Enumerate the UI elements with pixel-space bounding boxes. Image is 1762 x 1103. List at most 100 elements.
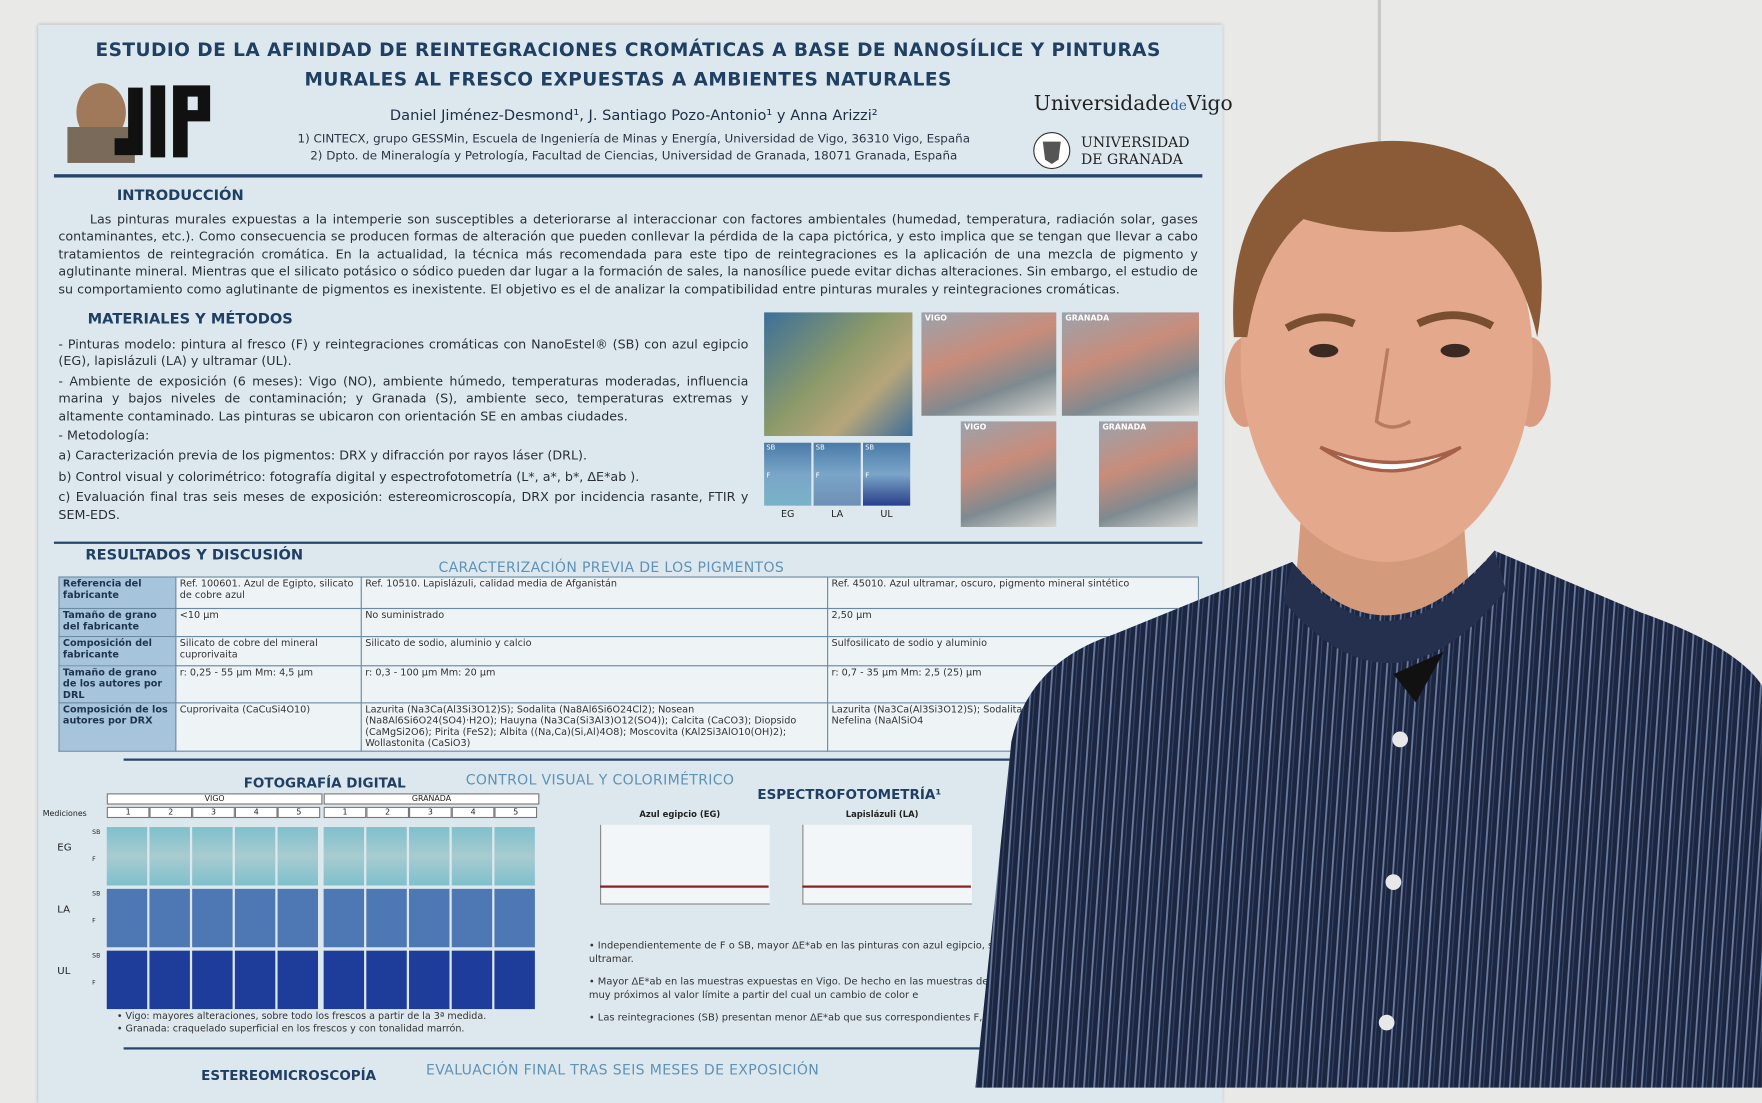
grid-photo xyxy=(106,827,148,886)
row-code: F xyxy=(92,979,96,987)
note-text: Independientemente de F o SB, mayor ΔE*a… xyxy=(588,940,1009,965)
grid-photo xyxy=(494,827,535,886)
grid-photo xyxy=(234,827,276,886)
divider xyxy=(123,758,1079,761)
subheading: ESTEREOMICROSCOPÍA xyxy=(201,1067,377,1084)
logo-text: Universidade xyxy=(1033,92,1171,116)
row-code: F xyxy=(92,918,96,925)
sample-code: F xyxy=(865,471,870,480)
grid-photo xyxy=(149,827,190,886)
grid-column: 3 xyxy=(409,806,452,819)
section-heading: INTRODUCCIÓN xyxy=(116,187,244,205)
grid-column: 2 xyxy=(366,806,410,819)
divider xyxy=(53,174,1203,178)
city-label: GRANADA xyxy=(1102,422,1147,432)
logo-text: DE GRANADA xyxy=(1080,150,1183,168)
logo-text: de xyxy=(1170,97,1187,114)
table-cell: r: 0,3 - 100 µm Mm: 20 µm xyxy=(360,665,829,704)
grid-column: 1 xyxy=(323,806,367,819)
row-label: UL xyxy=(57,966,71,978)
note: • Las reintegraciones (SB) presentan men… xyxy=(588,1012,983,1024)
photo-grid: Mediciones VIGO 1 2 3 4 5 GRANADA 1 2 3 4 5 EG SB F LA SB… xyxy=(43,793,549,1018)
method-item: c) Evaluación final tras seis meses de e… xyxy=(58,490,749,523)
note-text: Las reintegraciones (SB) presentan menor… xyxy=(597,1012,983,1024)
site-photos: VIGO GRANADA VIGO GRANADA SB F EG SB F LA SB F UL xyxy=(764,312,1202,531)
sample-code: F xyxy=(815,471,820,480)
grid-photo xyxy=(234,950,276,1010)
table-cell: Silicato de sodio, aluminio y calcio xyxy=(360,636,829,667)
grid-column: 4 xyxy=(451,806,495,819)
title-line: ESTUDIO DE LA AFINIDAD DE REINTEGRACIONE… xyxy=(95,39,1161,61)
method-item: b) Control visual y colorimétrico: fotog… xyxy=(58,469,640,485)
section-heading: MATERIALES Y MÉTODOS xyxy=(87,311,293,329)
section-heading: RESULTADOS Y DISCUSIÓN xyxy=(85,547,304,565)
grid-photo xyxy=(366,888,407,948)
grid-photo xyxy=(277,950,319,1010)
sample-code: F xyxy=(766,471,771,480)
grid-photo xyxy=(323,827,365,886)
grid-photo xyxy=(494,950,535,1010)
sample-code: SB xyxy=(815,443,825,452)
grid-photo xyxy=(234,888,276,948)
spectro-notes: • Independientemente de F o SB, mayor ΔE… xyxy=(589,941,1027,1026)
grid-photo xyxy=(323,888,365,948)
grid-photo xyxy=(323,950,365,1010)
grid-photo xyxy=(192,888,233,948)
grid-label: Mediciones xyxy=(42,809,87,819)
city-label: GRANADA xyxy=(1065,313,1110,323)
grid-photo xyxy=(451,827,493,886)
photo-notes: • Vigo: mayores alteraciones, sobre todo… xyxy=(117,1011,486,1036)
logo-text: UNIVERSIDAD xyxy=(1080,133,1190,151)
limit-line xyxy=(802,885,971,888)
method-item: - Pinturas modelo: pintura al fresco (F)… xyxy=(58,337,749,370)
map-photo xyxy=(764,312,913,436)
grid-column: 2 xyxy=(149,806,193,819)
table-cell: Cuprorivaita (CaCuSi4O10) xyxy=(175,702,362,752)
grid-city: GRANADA xyxy=(323,793,540,805)
grid-column: 5 xyxy=(494,806,538,819)
subheading: CONTROL VISUAL Y COLORIMÉTRICO xyxy=(465,770,735,788)
note: • Vigo: mayores alteraciones, sobre todo… xyxy=(116,1011,487,1023)
sample-photo: SB F xyxy=(764,442,812,506)
sample-label: EG xyxy=(780,509,795,521)
grid-column: 4 xyxy=(234,806,278,819)
table-cell: Composición del fabricante xyxy=(58,636,177,667)
limit-line xyxy=(600,885,769,888)
grid-photo xyxy=(409,827,450,886)
paragraph: Las pinturas murales expuestas a la inte… xyxy=(58,212,1198,297)
divider xyxy=(123,1047,1079,1050)
table-cell: Tamaño de grano de los autores por DRL xyxy=(58,665,177,704)
table-row: Tamaño de grano del fabricante <10 µm No s… xyxy=(58,607,1199,638)
grid-photo xyxy=(494,888,535,948)
sample-photo: SB F xyxy=(813,442,861,506)
chart-title: Azul egipcio (EG) xyxy=(639,809,721,820)
table-row: Referencia del fabricante Ref. 100601. Az… xyxy=(58,576,1199,610)
chart-title: Lapislázuli (LA) xyxy=(845,809,919,820)
table-cell: Lazurita (Na3Ca(Al3Si3O12)S); Sodalita (… xyxy=(360,702,829,752)
sample-code: SB xyxy=(865,443,875,452)
table-cell: <10 µm xyxy=(175,607,362,638)
grid-photo xyxy=(409,950,450,1010)
chart-frame xyxy=(600,824,770,905)
note-text: Granada: craquelado superficial en los f… xyxy=(125,1023,465,1035)
sample-label: LA xyxy=(831,509,844,521)
table-cell: Ref. 100601. Azul de Egipto, silicato de… xyxy=(175,576,362,610)
grid-photo xyxy=(451,950,493,1010)
affiliation: 1) CINTECX, grupo GESSMin, Escuela de In… xyxy=(297,132,970,147)
row-code: SB xyxy=(92,829,101,837)
subheading: FOTOGRAFÍA DIGITAL xyxy=(243,775,406,792)
grid-city: VIGO xyxy=(106,793,323,805)
table-cell: r: 0,25 - 55 µm Mm: 4,5 µm xyxy=(175,665,362,704)
uvigo-logo: UniversidadedeVigo xyxy=(1034,92,1233,116)
chart-frame xyxy=(802,824,973,905)
subheading: EVALUACIÓN FINAL TRAS SEIS MESES DE EXPO… xyxy=(425,1060,820,1078)
city-label: VIGO xyxy=(924,313,947,323)
city-photo: GRANADA xyxy=(1098,421,1198,528)
row-label: EG xyxy=(57,842,72,855)
note: • Granada: craquelado superficial en los… xyxy=(116,1023,465,1035)
grid-photo xyxy=(192,950,233,1010)
grid-photo xyxy=(366,950,407,1010)
note-text: Mayor ΔE*ab en las muestras expuestas en… xyxy=(588,976,1019,1001)
